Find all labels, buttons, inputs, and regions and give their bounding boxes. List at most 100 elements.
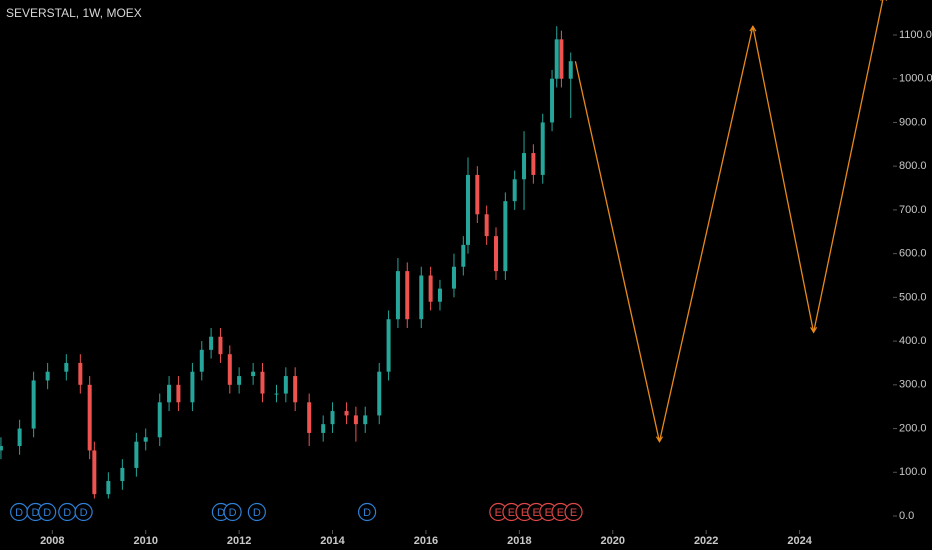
candle-body [157,402,162,438]
candle-body [167,384,172,403]
event-label: E [508,507,515,519]
candle-body [568,61,573,79]
candle-body [176,384,181,403]
y-tick-label: 500.0 [899,291,927,303]
plot-area [0,0,888,499]
candle-body [475,174,480,215]
event-marker[interactable]: D [247,502,266,522]
candle-body [550,78,555,123]
event-circle [38,502,57,522]
candle-body [363,415,368,425]
candle-body [353,415,358,425]
event-label: E [533,507,540,519]
x-tick-label: 2016 [414,535,438,547]
y-tick-label: 400.0 [899,335,927,347]
candle-body [17,428,22,447]
event-label: E [557,507,564,519]
candle-body [190,371,195,403]
event-circle [247,502,266,522]
event-circle [74,502,93,522]
candle-body [437,288,442,302]
candle-body [451,266,456,289]
candle-body [307,402,312,433]
candle-body [395,271,400,320]
x-tick-label: 2014 [320,535,345,547]
event-circle [223,502,242,522]
event-label: E [545,507,552,519]
candle-body [321,424,326,433]
y-tick-label: 100.0 [899,466,927,478]
candle-body [45,371,50,381]
candle-body [484,214,489,237]
candle-body [237,376,242,385]
chart-title: SEVERSTAL, 1W, MOEX [6,6,142,20]
event-marker[interactable]: D [38,502,57,522]
candle-body [293,376,298,403]
event-marker[interactable]: E [502,502,521,522]
candle-body [64,362,69,372]
projection-arrow [749,25,757,32]
candle-body [209,336,214,350]
event-label: E [521,507,528,519]
projection-arrow [810,327,818,334]
y-tick-label: 800.0 [899,160,927,172]
candle-body [143,437,148,442]
candle-body [106,481,111,495]
candle-body [461,244,466,267]
event-label: D [32,507,40,519]
x-tick-label: 2012 [227,535,251,547]
candle-body [503,201,508,272]
candle-body [218,336,223,355]
candle-body [405,271,410,320]
event-label: D [15,507,23,519]
x-tick-label: 2018 [507,535,531,547]
candle-body [419,275,424,320]
candle-body [522,153,527,180]
event-label: E [495,507,502,519]
event-label: D [229,507,237,519]
candle-body [330,411,335,425]
candle-body [274,393,279,395]
candle-body [540,122,545,175]
event-marker[interactable]: D [223,502,242,522]
candle-body [227,354,232,385]
x-tick-label: 2020 [601,535,625,547]
y-tick-label: 1100.0 [899,29,932,41]
event-label: D [43,507,51,519]
event-label: D [80,507,88,519]
event-marker[interactable]: D [74,502,93,522]
event-marker[interactable]: E [564,502,583,522]
event-marker[interactable]: D [358,502,377,522]
candle-body [260,371,265,394]
candle-body [554,39,559,79]
y-tick-label: 1000.0 [899,73,932,85]
candle-body [512,179,517,202]
event-marker[interactable]: D [58,502,77,522]
event-marker[interactable]: D [10,502,29,522]
candle-body [494,236,499,272]
candle-body [120,467,125,482]
candle-body [251,371,256,377]
projection-arrow [655,436,663,443]
candle-body [559,39,564,79]
x-tick-label: 2008 [40,535,64,547]
candle-body [0,446,3,451]
candle-body [283,376,288,394]
candle-body [531,153,536,175]
y-tick-label: 900.0 [899,116,927,128]
candle-body [199,349,204,372]
x-tick-label: 2022 [694,535,718,547]
candle-body [377,371,382,416]
y-tick-label: 0.0 [899,510,914,522]
event-label: D [363,507,371,519]
event-label: D [253,507,261,519]
candle-body [87,384,92,451]
event-circle [564,502,583,522]
y-tick-label: 700.0 [899,204,927,216]
y-tick-label: 200.0 [899,422,927,434]
event-label: E [570,507,577,519]
candle-body [78,362,83,385]
candle-body [31,380,36,429]
